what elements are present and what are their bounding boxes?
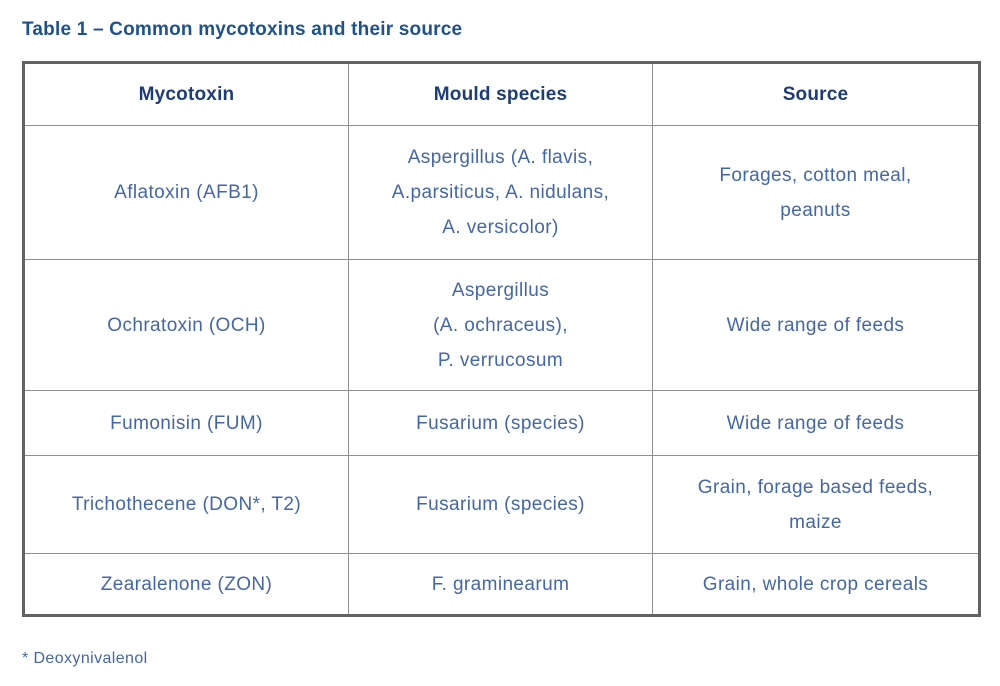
cell-mycotoxin: Trichothecene (DON*, T2) xyxy=(23,455,349,554)
table-title: Table 1 – Common mycotoxins and their so… xyxy=(22,19,463,40)
table-row: Zearalenone (ZON) F. graminearum Grain, … xyxy=(23,553,980,616)
mycotoxin-table: Mycotoxin Mould species Source Aflatoxin… xyxy=(22,61,981,617)
table-row: Ochratoxin (OCH) Aspergillus (A. ochrace… xyxy=(23,259,980,391)
footnote: * Deoxynivalenol xyxy=(22,650,148,667)
cell-mould-species: Aspergillus (A. ochraceus), P. verrucosu… xyxy=(348,259,653,391)
column-header-source: Source xyxy=(652,62,980,126)
cell-mould-species: Fusarium (species) xyxy=(348,390,653,456)
cell-source: Forages, cotton meal, peanuts xyxy=(652,125,980,260)
cell-source: Wide range of feeds xyxy=(652,259,980,391)
table-row: Aflatoxin (AFB1) Aspergillus (A. flavis,… xyxy=(23,125,980,260)
cell-mycotoxin: Fumonisin (FUM) xyxy=(23,390,349,456)
cell-mould-species: Aspergillus (A. flavis, A.parsiticus, A.… xyxy=(348,125,653,260)
table-row: Trichothecene (DON*, T2) Fusarium (speci… xyxy=(23,455,980,554)
table-row: Fumonisin (FUM) Fusarium (species) Wide … xyxy=(23,390,980,456)
cell-mycotoxin: Aflatoxin (AFB1) xyxy=(23,125,349,260)
cell-mould-species: F. graminearum xyxy=(348,553,653,616)
cell-mycotoxin: Zearalenone (ZON) xyxy=(23,553,349,616)
cell-source: Wide range of feeds xyxy=(652,390,980,456)
table-header-row: Mycotoxin Mould species Source xyxy=(23,62,980,126)
cell-source: Grain, forage based feeds, maize xyxy=(652,455,980,554)
column-header-mould-species: Mould species xyxy=(348,62,653,126)
cell-mycotoxin: Ochratoxin (OCH) xyxy=(23,259,349,391)
cell-mould-species: Fusarium (species) xyxy=(348,455,653,554)
cell-source: Grain, whole crop cereals xyxy=(652,553,980,616)
column-header-mycotoxin: Mycotoxin xyxy=(23,62,349,126)
